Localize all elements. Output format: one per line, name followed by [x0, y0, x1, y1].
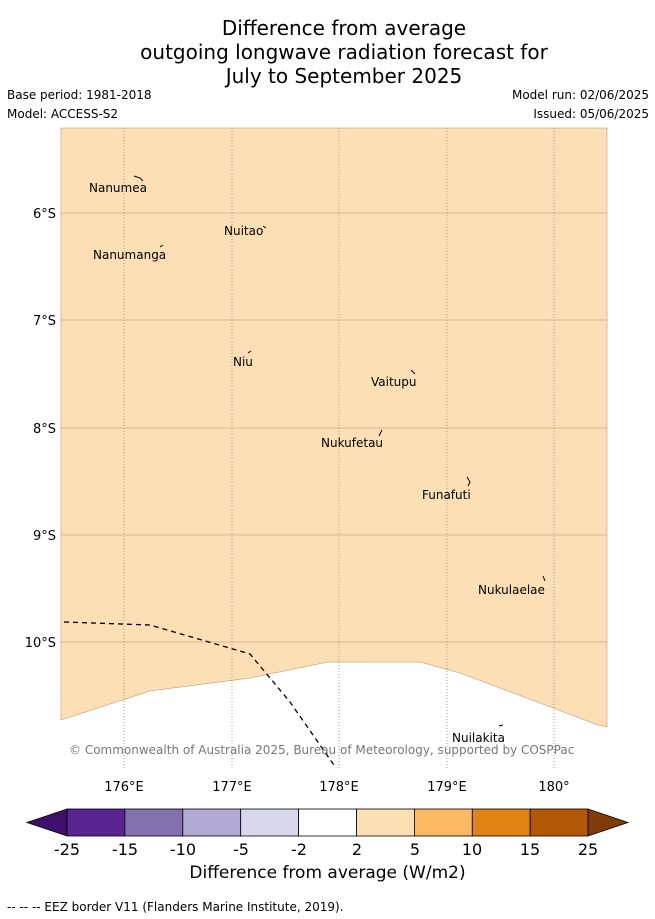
lon-label-177e: 177°E	[212, 780, 252, 795]
eez-legend: -- -- -- EEZ border V11 (Flanders Marine…	[7, 900, 344, 914]
colorbar-segment	[240, 808, 299, 837]
island-nanumanga	[159, 244, 164, 248]
colorbar-tick: -5	[233, 840, 249, 859]
colorbar-segment	[182, 808, 242, 837]
colorbar-segment	[413, 808, 473, 837]
place-label-nanumea: Nanumea	[89, 181, 147, 195]
colorbar-segment	[124, 808, 184, 837]
lat-label-9s: 9°S	[33, 529, 56, 544]
lon-label-178e: 178°E	[319, 780, 359, 795]
island-nuilakita	[498, 724, 504, 727]
title-line-2: outgoing longwave radiation forecast for	[140, 40, 548, 64]
lon-label-179e: 179°E	[427, 780, 467, 795]
colorbar-segment	[529, 808, 589, 837]
lon-label-176e: 176°E	[104, 780, 144, 795]
place-label-vaitupu: Vaitupu	[371, 375, 417, 389]
copyright-notice: © Commonwealth of Australia 2025, Bureau…	[69, 743, 575, 757]
title-line-3: July to September 2025	[225, 64, 463, 88]
model-label: Model: ACCESS-S2	[7, 107, 119, 121]
colorbar-segment	[66, 808, 126, 837]
island-funafuti	[466, 476, 471, 487]
colorbar-extend-low	[25, 808, 68, 837]
lat-label-6s: 6°S	[33, 207, 56, 222]
colorbar-tick: -15	[111, 840, 139, 859]
place-label-nuilakita: Nuilakita	[452, 731, 505, 745]
place-label-funafuti: Funafuti	[422, 488, 471, 502]
island-niu	[247, 350, 252, 354]
base-period-label: Base period: 1981-2018	[7, 88, 152, 102]
issued-label: Issued: 05/06/2025	[533, 107, 649, 121]
colorbar-segment	[471, 808, 531, 837]
colorbar-tick: 15	[519, 840, 541, 859]
colorbar-tick: 25	[577, 840, 599, 859]
model-run-label: Model run: 02/06/2025	[511, 88, 649, 102]
colorbar-tick: -2	[291, 840, 307, 859]
colorbar-segment	[298, 808, 357, 837]
colorbar-tick: 5	[409, 840, 421, 859]
colorbar-title: Difference from average (W/m2)	[189, 863, 466, 883]
colorbar-tick: -10	[169, 840, 197, 859]
colorbar-tick: 10	[461, 840, 483, 859]
map-title: Difference from average outgoing longwav…	[0, 16, 655, 88]
island-outlines	[133, 175, 546, 727]
island-nuitao	[262, 225, 267, 229]
colorbar-tick: -25	[53, 840, 81, 859]
lon-label-180: 180°	[538, 780, 569, 795]
island-vaitupu	[410, 369, 416, 375]
eez-border-line	[63, 621, 337, 769]
lat-gridlines	[61, 212, 607, 643]
title-line-1: Difference from average	[221, 16, 467, 40]
colorbar-segment	[356, 808, 415, 837]
colorbar	[25, 808, 630, 837]
lat-label-7s: 7°S	[33, 314, 56, 329]
place-label-nuitao: Nuitao	[224, 224, 263, 238]
place-label-nukufetau: Nukufetau	[321, 436, 383, 450]
colorbar-extend-high	[587, 808, 630, 837]
island-nukulaelae	[542, 575, 546, 582]
island-nanumea	[133, 175, 144, 182]
anomaly-fill-region	[60, 127, 608, 728]
place-label-nanumanga: Nanumanga	[93, 248, 166, 262]
lat-label-8s: 8°S	[33, 422, 56, 437]
lat-label-10s: 10°S	[25, 636, 56, 651]
lon-gridlines	[123, 128, 555, 770]
colorbar-tick: 2	[351, 840, 363, 859]
island-nukufetau	[378, 429, 383, 437]
place-label-niu: Niu	[233, 355, 253, 369]
place-label-nukulaelae: Nukulaelae	[478, 583, 545, 597]
